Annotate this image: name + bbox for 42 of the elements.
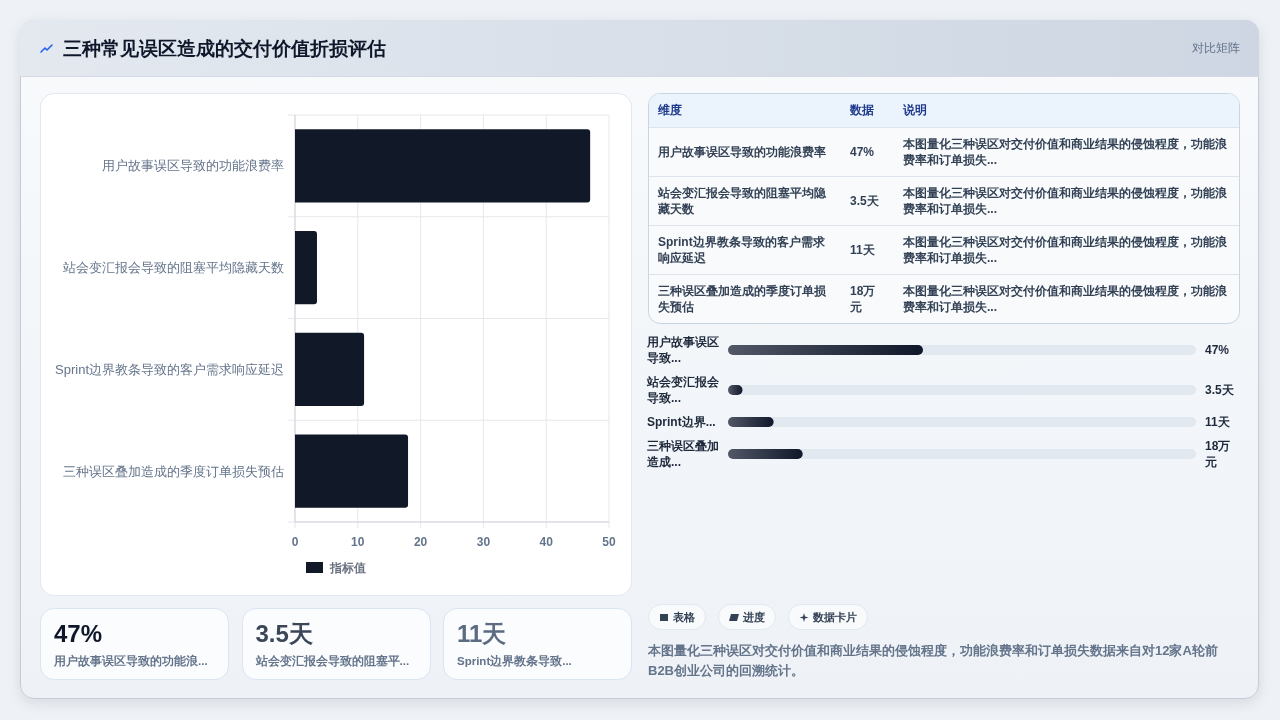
y-tick-label: 用户故事误区导致...	[647, 334, 720, 366]
y-tick-label: Sprint边界教条导致的客户需求响应延迟	[55, 361, 284, 377]
text: 18万元	[850, 283, 876, 314]
text: 对比矩阵	[1192, 40, 1240, 56]
y-tick-label: 用户故事误区导致的功能浪费率	[102, 158, 284, 174]
text: 47%	[850, 144, 875, 159]
text: 进度	[743, 609, 765, 625]
data-label: 11天	[1205, 414, 1231, 430]
text: 表格	[673, 609, 695, 625]
y-tick-label: 站会变汇报会导致...	[647, 374, 720, 406]
data-label: 3.5天	[1205, 382, 1235, 398]
category-label: 站会变汇报会导致的阻塞平...	[255, 653, 410, 669]
legend-label: 指标值	[329, 561, 366, 575]
text: 47%	[54, 620, 103, 647]
x-tick-label: 50	[602, 535, 616, 549]
text: 数据卡片	[813, 609, 857, 625]
text: 说明	[902, 101, 928, 119]
x-tick-label: 20	[413, 535, 428, 549]
chart-title: 三种常见误区造成的交付价值折损评估	[63, 37, 386, 61]
text: 维度	[657, 101, 683, 119]
text: 本图量化三种误区对交付价值和商业结果的侵蚀程度，功能浪费率和订单损失数据来自对12家A轮前B2B创业公司的回溯统计。	[648, 642, 1218, 680]
text: 本图量化三种误区对交付价值和商业结果的侵蚀程度，功能浪费率和订单损失...	[902, 282, 1228, 316]
x-tick-label: 30	[476, 535, 491, 549]
data-label: 47%	[1205, 342, 1231, 358]
text: 11天	[850, 242, 875, 257]
text: 本图量化三种误区对交付价值和商业结果的侵蚀程度，功能浪费率和订单损失...	[902, 135, 1228, 169]
y-tick-label: 站会变汇报会导致的阻塞平均隐藏天数	[63, 260, 284, 276]
x-tick-label: 0	[291, 535, 299, 549]
data-label: 18万元	[1205, 438, 1232, 470]
text: 数据	[849, 101, 875, 119]
text: 本图量化三种误区对交付价值和商业结果的侵蚀程度，功能浪费率和订单损失...	[902, 184, 1228, 218]
text: 3.5天	[850, 193, 879, 208]
category-label: 用户故事误区导致的功能浪...	[54, 653, 208, 669]
y-tick-label: 三种误区叠加造成...	[647, 438, 720, 470]
text: 3.5天	[255, 620, 313, 647]
y-tick-label: Sprint边界...	[647, 414, 717, 430]
category-label: Sprint边界教条导致...	[457, 654, 572, 669]
text: 本图量化三种误区对交付价值和商业结果的侵蚀程度，功能浪费率和订单损失...	[902, 233, 1228, 267]
y-tick-label: 三种误区叠加造成的季度订单损失预估	[63, 463, 284, 479]
x-tick-label: 10	[351, 535, 365, 549]
x-tick-label: 40	[539, 535, 554, 549]
text: 11天	[457, 620, 507, 647]
